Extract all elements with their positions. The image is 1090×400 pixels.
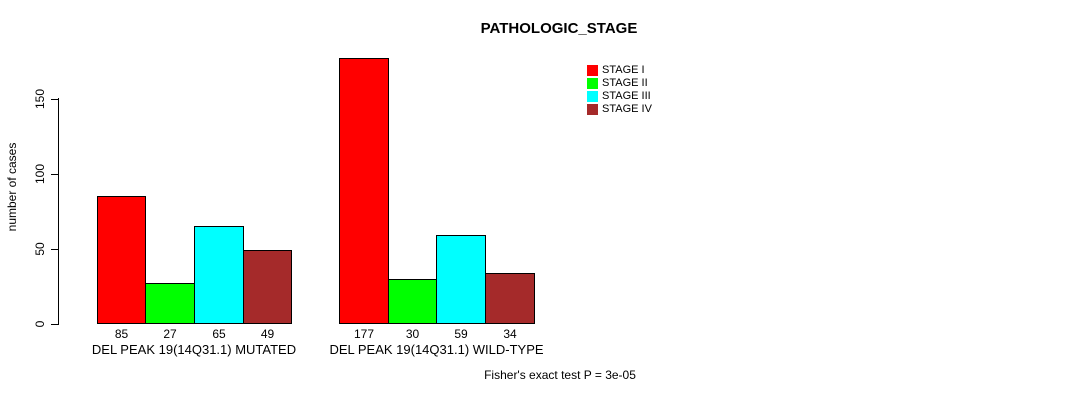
bar-value-label: 65 <box>212 327 226 341</box>
legend-item-stage-ii: STAGE II <box>587 78 648 89</box>
bar-stage-iii-group-2 <box>436 235 486 324</box>
legend-swatch <box>587 104 598 115</box>
bar-value-label: 49 <box>260 327 275 341</box>
legend-label: STAGE I <box>602 64 645 76</box>
bar-value-label: 34 <box>503 327 517 341</box>
chart-title: PATHOLOGIC_STAGE <box>480 20 638 37</box>
bar-stage-iii-group-1 <box>194 226 244 324</box>
bar-stage-ii-group-1 <box>145 283 195 324</box>
category-label-group-2: DEL PEAK 19(14Q31.1) WILD-TYPE <box>329 342 544 357</box>
legend-swatch <box>587 78 598 89</box>
bar-value-label: 30 <box>405 327 420 341</box>
legend-swatch <box>587 65 598 76</box>
y-tick-mark <box>51 324 59 325</box>
legend-item-stage-i: STAGE I <box>587 65 645 76</box>
y-tick-mark <box>51 99 59 100</box>
legend-swatch <box>587 91 598 102</box>
legend-label: STAGE IV <box>602 103 652 115</box>
bar-stage-i-group-1 <box>97 196 146 324</box>
bar-value-label: 85 <box>114 327 129 341</box>
bar-value-label: 27 <box>163 327 177 341</box>
bar-stage-iv-group-1 <box>243 250 292 324</box>
bar-stage-ii-group-2 <box>388 279 437 324</box>
bar-stage-i-group-2 <box>339 58 389 324</box>
y-tick-mark <box>51 249 59 250</box>
legend-label: STAGE II <box>602 77 648 89</box>
legend-item-stage-iv: STAGE IV <box>587 104 652 115</box>
y-tick-label: 150 <box>33 88 47 110</box>
y-tick-mark <box>51 174 59 175</box>
y-tick-label: 50 <box>33 242 47 256</box>
bar-stage-iv-group-2 <box>485 273 535 324</box>
legend-item-stage-iii: STAGE III <box>587 91 651 102</box>
bar-value-label: 59 <box>454 327 468 341</box>
y-axis-line <box>58 98 59 324</box>
stat-test-annotation: Fisher's exact test P = 3e-05 <box>484 368 636 382</box>
legend-label: STAGE III <box>602 90 651 102</box>
category-label-group-1: DEL PEAK 19(14Q31.1) MUTATED <box>91 342 297 357</box>
bar-value-label: 177 <box>353 327 375 341</box>
y-tick-label: 100 <box>33 163 47 185</box>
y-axis-label: number of cases <box>5 142 19 232</box>
y-tick-label: 0 <box>33 320 47 328</box>
